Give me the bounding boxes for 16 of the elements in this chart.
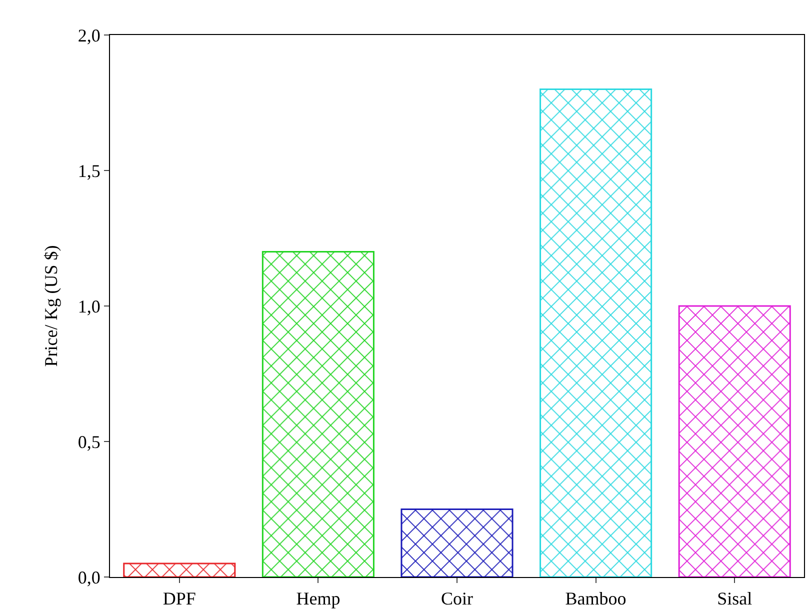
y-tick-label: 2,0 (78, 25, 100, 46)
y-tick-label: 0,5 (78, 432, 100, 452)
bar (123, 562, 236, 577)
x-tick-label: Sisal (717, 588, 752, 609)
x-tick-label: Hemp (296, 588, 340, 609)
x-tick-label: Coir (440, 588, 474, 609)
bar (678, 305, 791, 577)
bar (400, 508, 514, 577)
x-tick-label: Bamboo (565, 588, 626, 609)
y-tick-label: 1,5 (78, 160, 100, 181)
y-tick-label: 1,0 (78, 296, 100, 316)
bar (540, 88, 652, 577)
y-axis-title: Price/ Kg (US $) (41, 245, 62, 367)
bar (262, 251, 374, 577)
y-tick-label: 0,0 (78, 567, 100, 588)
x-tick-label: DPF (162, 588, 196, 609)
